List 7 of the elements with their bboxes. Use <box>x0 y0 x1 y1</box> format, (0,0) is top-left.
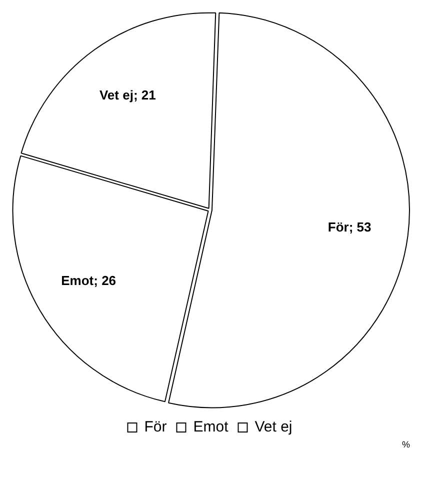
legend-label: För <box>144 418 167 436</box>
data-label: Vet ej; 21 <box>99 87 156 102</box>
legend-label: Vet ej <box>254 418 292 436</box>
data-label: Emot; 26 <box>61 272 116 288</box>
text: % <box>402 439 410 450</box>
legend-label: Emot <box>193 418 230 436</box>
data-label: För; 53 <box>328 220 372 235</box>
